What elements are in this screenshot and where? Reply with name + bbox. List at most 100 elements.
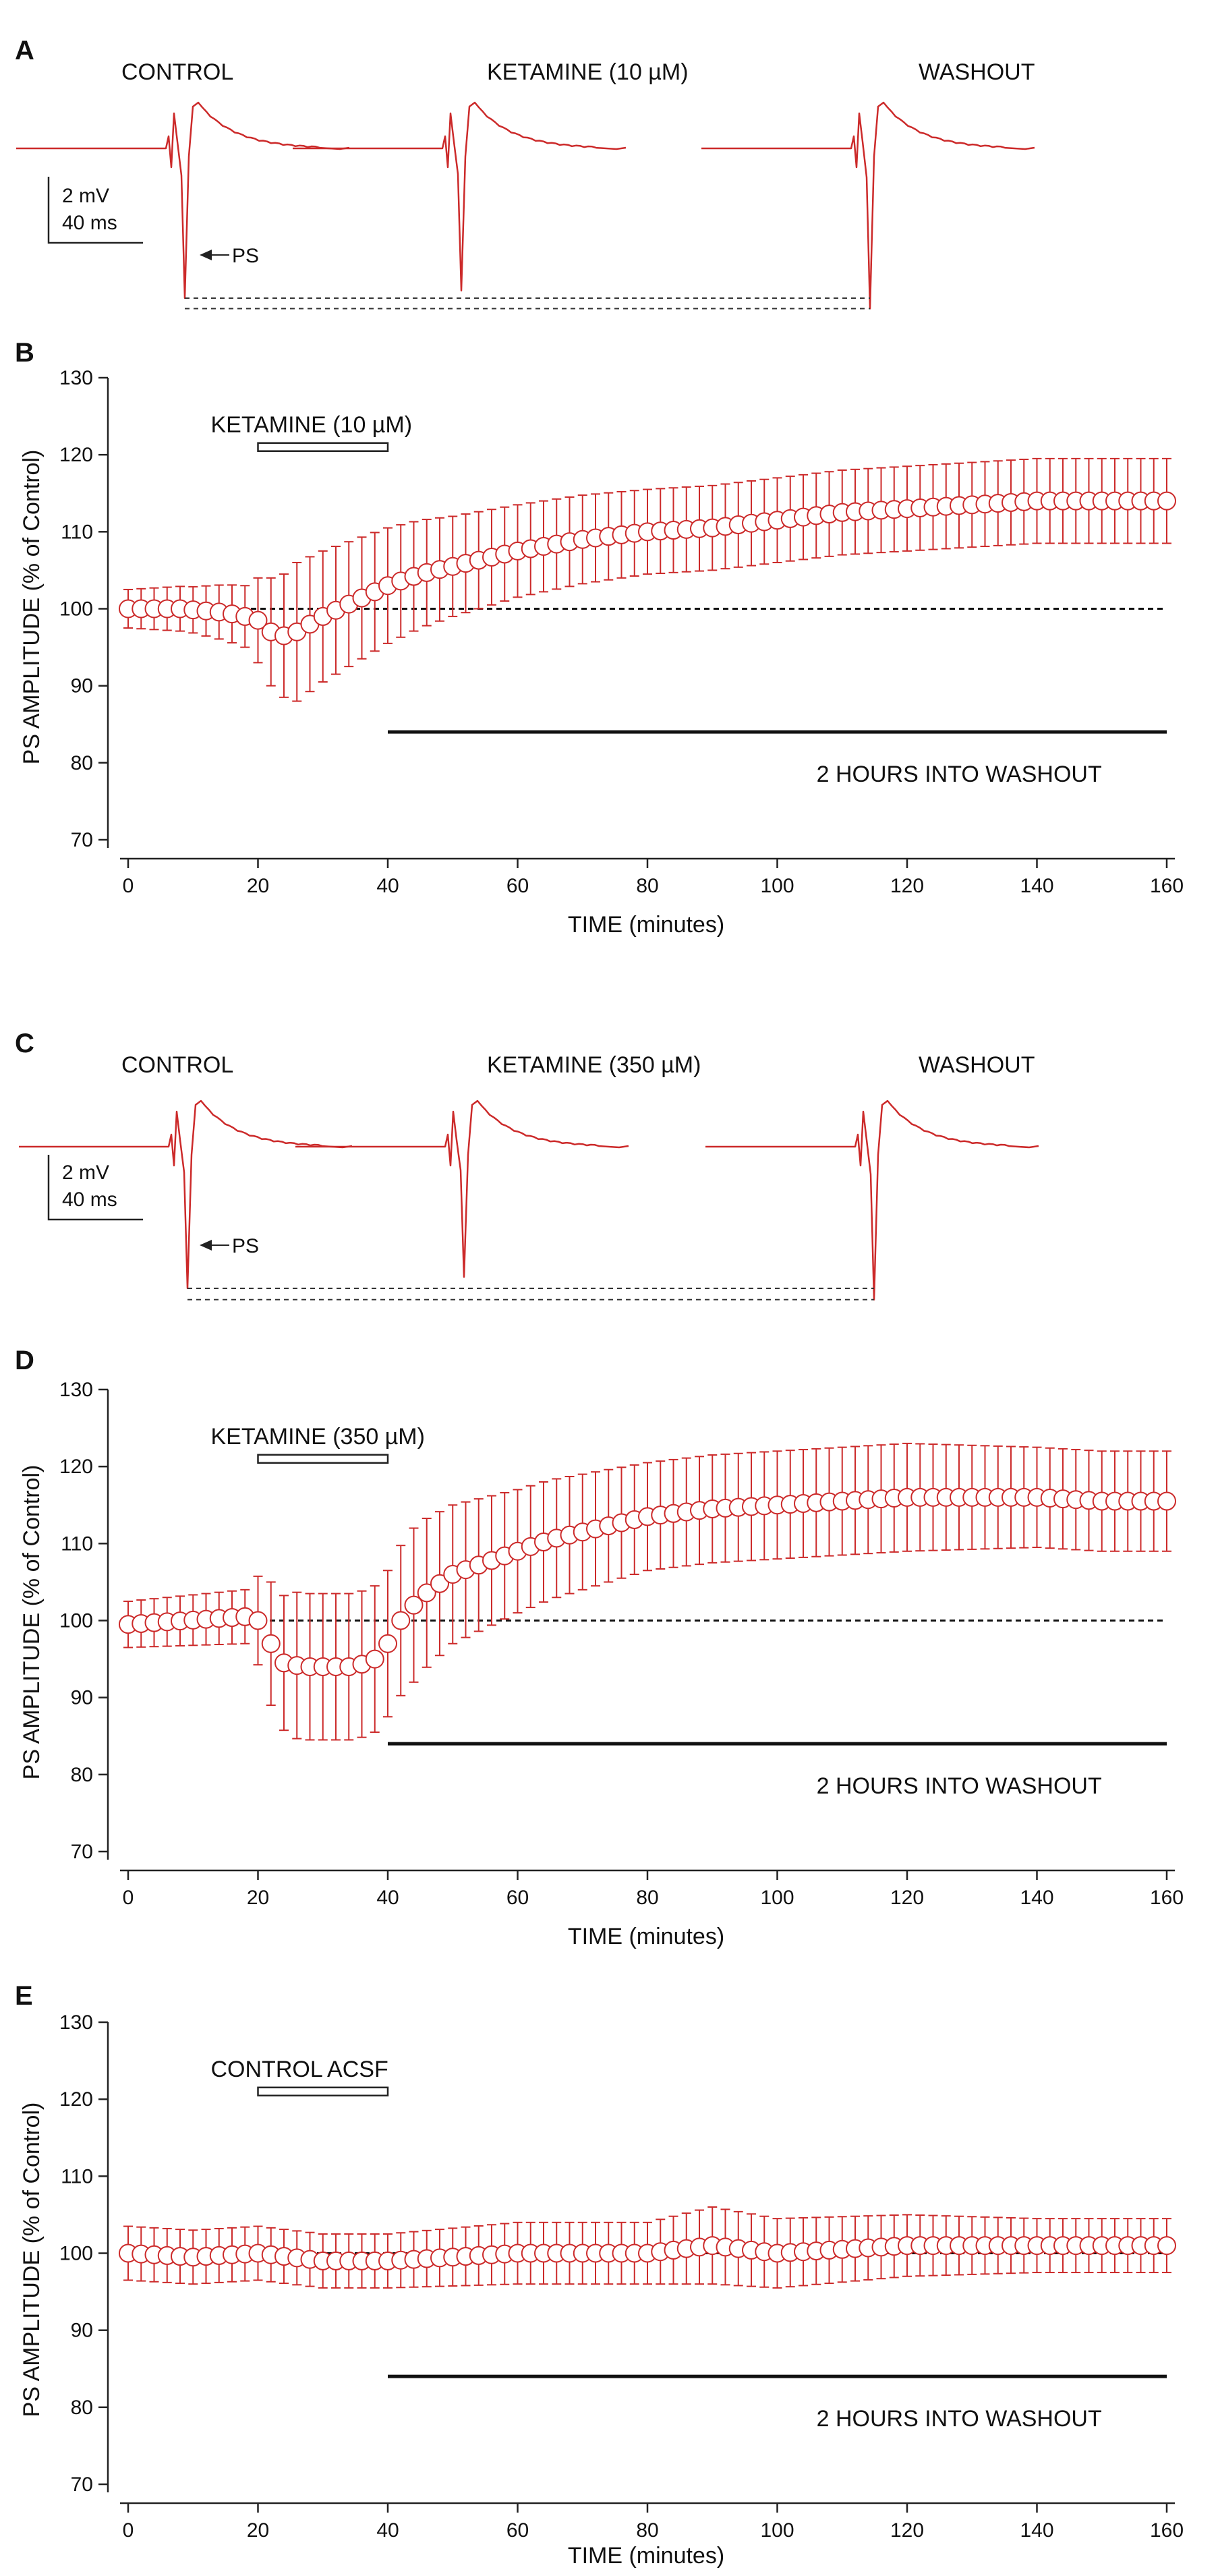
ps-reference-dashes-c <box>187 1288 874 1300</box>
y-tick-label: 130 <box>59 2011 93 2034</box>
drug-bar-label-b: KETAMINE (10 µM) <box>211 412 413 438</box>
trace-line <box>701 101 1035 310</box>
y-tick-label: 130 <box>59 367 93 389</box>
drug-application-bar-e: CONTROL ACSF <box>211 2057 389 2096</box>
washout-label-e: 2 HOURS INTO WASHOUT <box>817 2406 1102 2432</box>
x-tick-label: 140 <box>1020 1887 1053 1909</box>
axes-d: 70 80 90 100 110 120 130 0 20 40 60 80 100 120 140 160 <box>59 1379 1184 1909</box>
scale-time-label: 40 ms <box>62 212 117 234</box>
y-tick-label: 110 <box>61 2165 93 2187</box>
ps-annotation-a: PS <box>200 245 259 267</box>
y-tick-label: 70 <box>71 829 93 851</box>
washout-label-d: 2 HOURS INTO WASHOUT <box>817 1773 1102 1799</box>
data-point <box>430 1574 449 1593</box>
drug-bar-rect-e <box>257 2086 389 2096</box>
condition-label-control: CONTROL <box>121 59 233 85</box>
x-tick-label: 120 <box>890 1887 924 1909</box>
drug-bar-rect-b <box>257 442 389 452</box>
panel-letter-e: E <box>15 1981 33 2011</box>
x-axis-title-d: TIME (minutes) <box>568 1924 724 1949</box>
y-tick-label: 100 <box>59 1610 93 1632</box>
x-tick-label: 40 <box>376 2519 399 2542</box>
drug-bar-label-e: CONTROL ACSF <box>211 2057 388 2082</box>
data-point <box>378 1634 397 1653</box>
ps-reference-dashes-a <box>185 297 870 310</box>
y-tick-label: 90 <box>71 1687 93 1709</box>
x-tick-label: 120 <box>890 2519 924 2542</box>
trace-line <box>295 1099 629 1278</box>
y-tick-label: 120 <box>59 444 93 466</box>
x-tick-label: 140 <box>1020 2519 1053 2542</box>
data-points-b <box>119 491 1176 646</box>
y-tick-label: 80 <box>71 1764 93 1786</box>
x-tick-label: 160 <box>1150 1887 1184 1909</box>
washout-bar-b: 2 HOURS INTO WASHOUT <box>388 730 1167 787</box>
panel-letter-a: A <box>15 36 34 65</box>
data-point <box>1157 2236 1176 2256</box>
axes-e: 70 80 90 100 110 120 130 0 20 40 60 80 100 120 140 160 <box>59 2011 1184 2542</box>
x-tick-label: 160 <box>1150 875 1184 897</box>
data-point <box>391 1611 411 1630</box>
x-tick-label: 120 <box>890 875 924 897</box>
trace-group-a <box>16 101 1035 310</box>
y-tick-label: 90 <box>71 675 93 697</box>
axes-b: 70 80 90 100 110 120 130 0 20 40 60 80 100 120 140 160 <box>59 367 1184 897</box>
x-tick-label: 100 <box>760 1887 794 1909</box>
washout-label-b: 2 HOURS INTO WASHOUT <box>817 762 1102 787</box>
data-point <box>1157 1491 1176 1511</box>
x-tick-label: 80 <box>636 1887 658 1909</box>
scale-voltage-label: 2 mV <box>62 185 109 207</box>
ps-label: PS <box>232 245 259 267</box>
trace-line <box>705 1099 1039 1301</box>
x-tick-label: 100 <box>760 875 794 897</box>
x-axis-title-b: TIME (minutes) <box>568 912 724 938</box>
x-tick-label: 20 <box>247 1887 269 1909</box>
data-point <box>1157 491 1176 511</box>
y-axis-title-d: PS AMPLITUDE (% of Control) <box>19 1465 45 1780</box>
drug-application-bar-d: KETAMINE (350 µM) <box>211 1424 425 1464</box>
x-tick-label: 40 <box>376 1887 399 1909</box>
drug-application-bar-b: KETAMINE (10 µM) <box>211 412 413 452</box>
x-tick-label: 80 <box>636 2519 658 2542</box>
data-point <box>261 1634 281 1653</box>
panel-letter-b: B <box>15 338 34 368</box>
condition-label-washout: WASHOUT <box>919 1052 1035 1078</box>
drug-bar-rect-d <box>257 1454 389 1464</box>
y-tick-label: 110 <box>61 521 93 543</box>
washout-bar-d: 2 HOURS INTO WASHOUT <box>388 1742 1167 1799</box>
data-point <box>404 1595 424 1615</box>
scale-bar-a: 2 mV 40 ms <box>47 177 143 244</box>
y-tick-label: 80 <box>71 2397 93 2419</box>
panel-c: C CONTROL KETAMINE (350 µM) WASHOUT 2 mV… <box>15 1029 1039 1301</box>
scale-bar-c: 2 mV 40 ms <box>47 1155 143 1221</box>
condition-label-washout: WASHOUT <box>919 59 1035 85</box>
x-tick-label: 80 <box>636 875 658 897</box>
data-points-e <box>119 2236 1176 2270</box>
data-points-d <box>119 1487 1176 1676</box>
data-point <box>248 1611 268 1630</box>
data-point <box>365 1649 384 1669</box>
x-tick-label: 60 <box>506 1887 529 1909</box>
panel-a: A CONTROL KETAMINE (10 µM) WASHOUT 2 mV … <box>15 36 1035 310</box>
scale-time-label: 40 ms <box>62 1189 117 1211</box>
condition-label-control: CONTROL <box>121 1052 233 1078</box>
ps-annotation-c: PS <box>200 1235 259 1257</box>
y-tick-label: 100 <box>59 598 93 621</box>
panel-b: B PS AMPLITUDE (% of Control) TIME (minu… <box>15 338 1184 938</box>
trace-group-c <box>19 1099 1039 1301</box>
error-bars-d <box>123 1442 1171 1741</box>
x-tick-label: 20 <box>247 875 269 897</box>
y-axis-title-b: PS AMPLITUDE (% of Control) <box>19 450 45 765</box>
panel-e: E PS AMPLITUDE (% of Control) TIME (minu… <box>15 1981 1184 2569</box>
y-axis-title-e: PS AMPLITUDE (% of Control) <box>19 2102 45 2417</box>
panel-d: D PS AMPLITUDE (% of Control) TIME (minu… <box>15 1346 1184 1949</box>
y-tick-label: 100 <box>59 2243 93 2265</box>
x-tick-label: 140 <box>1020 875 1053 897</box>
condition-label-ketamine: KETAMINE (350 µM) <box>487 1052 701 1078</box>
y-tick-label: 70 <box>71 2473 93 2496</box>
x-tick-label: 0 <box>123 2519 134 2542</box>
scale-voltage-label: 2 mV <box>62 1162 109 1184</box>
x-tick-label: 100 <box>760 2519 794 2542</box>
x-axis-title-e: TIME (minutes) <box>568 2543 724 2569</box>
